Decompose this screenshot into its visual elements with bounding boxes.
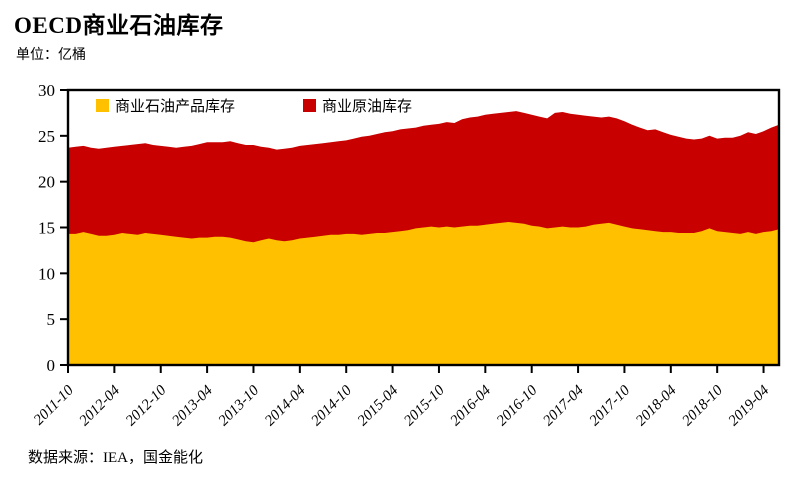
x-tick-label: 2018-10 [679,382,726,429]
x-tick-label: 2017-04 [540,382,587,429]
legend-label-products: 商业石油产品库存 [115,98,235,115]
chart-unit-label: 单位：亿桶 [16,48,86,63]
x-tick-label: 2019-04 [726,382,773,429]
x-tick-label: 2017-10 [587,382,634,429]
y-tick-label: 5 [47,310,56,329]
x-tick-label: 2015-04 [355,382,402,429]
x-tick-label: 2013-10 [216,382,263,429]
x-tick-label: 2014-04 [262,382,309,429]
y-tick-label: 25 [38,127,55,146]
x-tick-label: 2016-10 [494,382,541,429]
x-tick-label: 2011-10 [31,382,77,428]
chart-title: OECD商业石油库存 [14,13,224,38]
x-tick-label: 2012-04 [77,382,124,429]
x-tick-label: 2016-04 [447,382,494,429]
legend-swatch-crude [303,99,316,112]
y-tick-label: 15 [38,219,55,238]
products-inventory-area [68,222,779,365]
legend-swatch-products [96,99,109,112]
x-tick-label: 2018-04 [633,382,680,429]
y-tick-label: 30 [38,81,55,100]
data-source-note: 数据来源：IEA，国金能化 [28,450,203,466]
y-tick-label: 10 [38,264,55,283]
y-tick-label: 20 [38,173,55,192]
y-tick-label: 0 [47,356,56,375]
x-tick-label: 2012-10 [123,382,170,429]
x-tick-label: 2013-04 [169,382,216,429]
x-tick-label: 2015-10 [401,382,448,429]
x-tick-label: 2014-10 [308,382,355,429]
legend-label-crude: 商业原油库存 [322,98,412,115]
